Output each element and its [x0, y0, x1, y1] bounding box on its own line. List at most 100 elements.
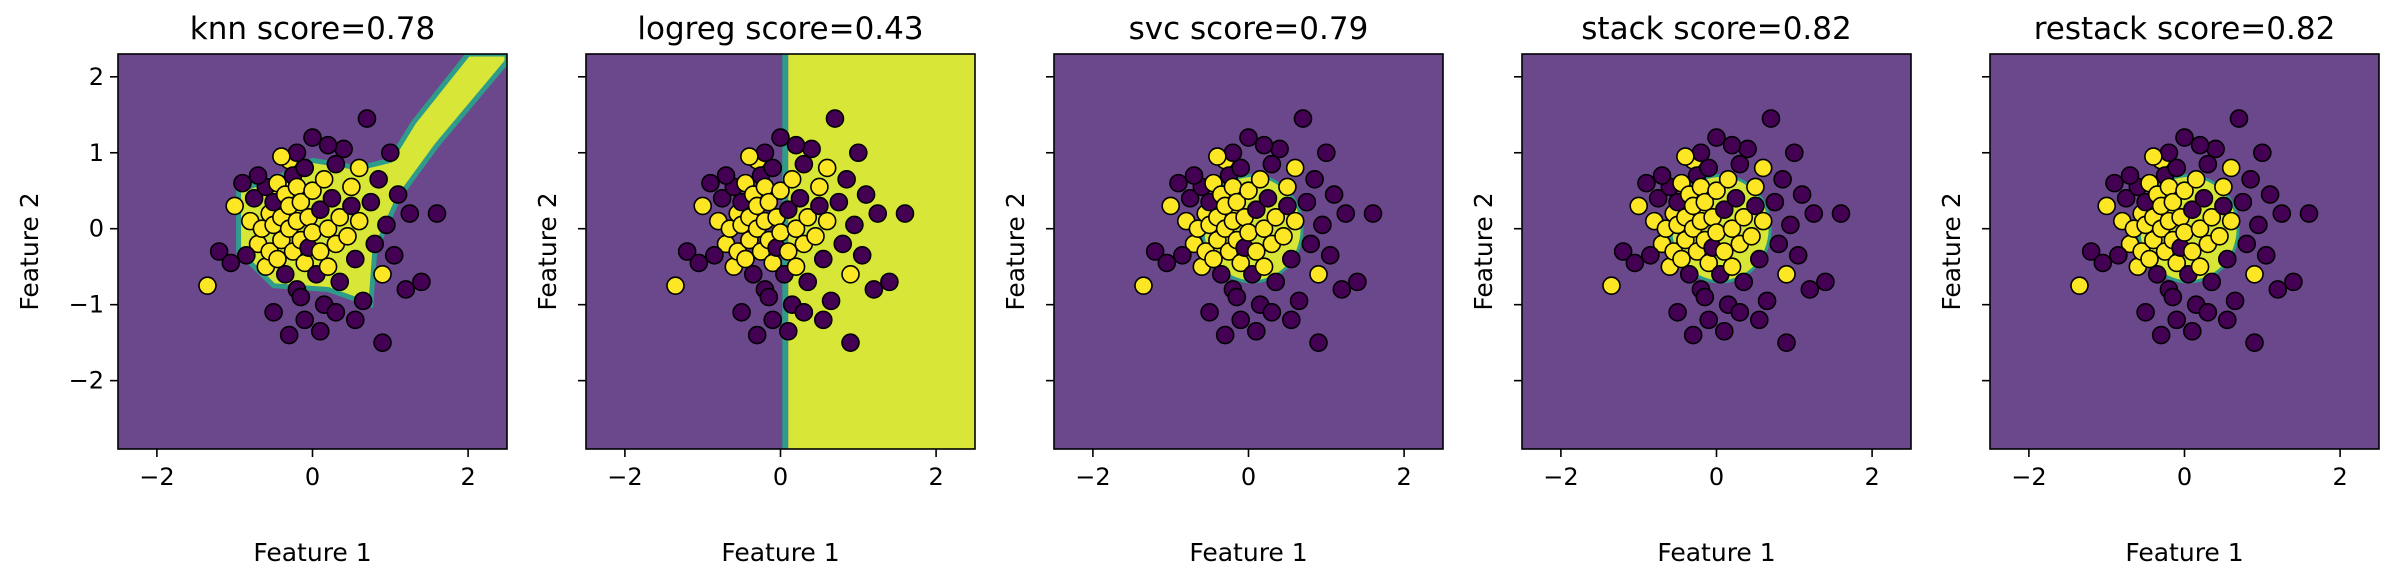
point-class-0 — [1781, 215, 1800, 235]
point-class-0 — [1289, 291, 1309, 311]
point-class-0 — [841, 333, 860, 352]
point-class-0 — [794, 302, 814, 322]
point-class-0 — [1305, 170, 1324, 189]
point-class-0 — [1769, 234, 1789, 254]
point-class-1 — [1753, 211, 1773, 231]
scatter-points — [666, 109, 915, 352]
y-tick-label: 0 — [89, 215, 104, 243]
point-class-0 — [1761, 109, 1781, 128]
point-class-0 — [209, 242, 229, 261]
point-class-1 — [2245, 264, 2264, 284]
point-class-1 — [1695, 192, 1715, 212]
point-class-0 — [1363, 204, 1383, 223]
point-class-0 — [1293, 109, 1313, 128]
point-class-0 — [1313, 215, 1332, 235]
point-class-0 — [1757, 291, 1777, 311]
y-axis-label: Feature 2 — [1469, 192, 1498, 310]
point-class-0 — [810, 196, 829, 216]
point-class-0 — [2151, 325, 2171, 345]
point-class-0 — [1773, 170, 1792, 189]
point-class-0 — [1765, 192, 1785, 212]
point-class-0 — [377, 215, 396, 235]
panel-title: restack score=0.82 — [2034, 11, 2336, 47]
point-class-0 — [303, 128, 322, 147]
point-class-0 — [1730, 302, 1750, 322]
point-class-1 — [330, 208, 350, 227]
point-class-1 — [1274, 227, 1293, 246]
point-class-0 — [326, 302, 346, 322]
point-class-0 — [825, 109, 845, 128]
point-class-0 — [755, 143, 775, 163]
point-class-1 — [291, 192, 311, 212]
point-class-0 — [798, 272, 818, 292]
point-class-0 — [1297, 192, 1317, 212]
point-class-1 — [1777, 264, 1796, 284]
y-axis-label: Feature 2 — [1001, 192, 1030, 310]
point-class-0 — [1683, 325, 1703, 345]
point-class-1 — [2186, 170, 2206, 189]
point-class-1 — [349, 211, 369, 231]
point-class-0 — [2217, 249, 2237, 269]
point-class-0 — [310, 321, 330, 341]
point-class-1 — [342, 177, 361, 197]
x-tick-label: 0 — [773, 463, 788, 491]
point-class-0 — [2167, 310, 2187, 330]
point-class-1 — [1227, 192, 1247, 212]
point-class-0 — [1262, 154, 1282, 174]
point-class-0 — [233, 173, 252, 193]
point-class-1 — [1134, 276, 1153, 295]
point-class-1 — [1722, 219, 1742, 239]
point-class-0 — [2217, 310, 2237, 330]
x-tick-label: 2 — [2332, 463, 2347, 491]
point-class-0 — [1691, 143, 1711, 163]
point-class-0 — [2116, 189, 2136, 208]
point-class-0 — [813, 249, 833, 269]
point-class-0 — [2105, 173, 2124, 193]
point-class-0 — [248, 166, 268, 185]
point-class-0 — [361, 192, 381, 212]
point-class-0 — [427, 204, 447, 223]
point-class-0 — [2194, 189, 2214, 208]
point-class-0 — [1785, 143, 1804, 163]
point-class-0 — [759, 287, 779, 307]
point-class-0 — [275, 264, 295, 284]
point-class-1 — [666, 276, 685, 295]
point-class-0 — [264, 302, 283, 322]
point-class-0 — [701, 173, 720, 193]
point-class-0 — [1668, 302, 1687, 322]
point-class-0 — [412, 272, 431, 292]
y-tick-label: 2 — [89, 63, 104, 91]
point-class-0 — [1788, 245, 1808, 265]
point-class-0 — [1726, 189, 1746, 208]
point-class-0 — [380, 143, 400, 163]
point-class-1 — [1285, 211, 1305, 231]
point-class-1 — [318, 219, 338, 239]
point-class-0 — [1332, 280, 1352, 299]
point-class-0 — [1324, 185, 1344, 204]
x-axis-label: Feature 1 — [2125, 538, 2243, 567]
point-class-0 — [1804, 204, 1824, 223]
point-class-0 — [732, 302, 751, 322]
point-class-1 — [782, 170, 802, 189]
point-class-0 — [1145, 242, 1165, 261]
point-class-0 — [1262, 302, 1282, 322]
point-class-0 — [373, 333, 392, 352]
point-class-1 — [198, 276, 217, 295]
point-class-0 — [2081, 242, 2101, 261]
point-class-0 — [778, 200, 798, 220]
scatter-points — [1134, 109, 1383, 352]
point-class-0 — [345, 310, 365, 330]
point-class-0 — [1816, 272, 1835, 292]
point-class-0 — [2225, 291, 2245, 311]
x-tick-label: 0 — [2177, 463, 2192, 491]
point-class-0 — [794, 154, 814, 174]
point-class-0 — [1246, 200, 1266, 220]
point-class-0 — [244, 189, 264, 208]
point-class-0 — [1714, 200, 1734, 220]
point-class-0 — [1831, 204, 1851, 223]
point-class-0 — [1637, 173, 1656, 193]
point-class-0 — [287, 143, 307, 163]
point-class-1 — [2202, 208, 2222, 227]
x-axis-label: Feature 1 — [253, 538, 371, 567]
point-class-1 — [1239, 223, 1258, 242]
